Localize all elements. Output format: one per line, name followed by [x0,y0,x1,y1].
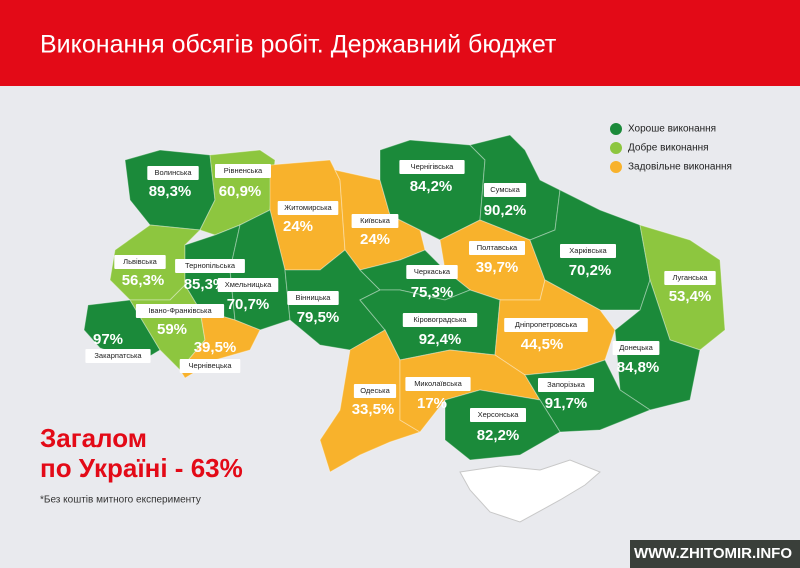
region-name: Сумська [490,185,520,194]
watermark-bg [630,540,800,568]
region-label-box [483,183,527,197]
region-name: Львівська [123,257,157,266]
region-value: 33,5% [352,401,395,418]
legend: Хороше виконання Добре виконання Задовільн… [610,123,732,173]
region-label-box [353,384,397,398]
total-line2: по Україні - 63% [40,453,243,483]
region-value: 85,3% [184,276,227,293]
legend-label: Хороше виконання [628,124,716,135]
region-label-box [217,278,279,292]
region-shape [444,389,561,461]
region-value: 70,7% [227,296,270,313]
map: Волинська 89,3% Рівненська 60,9% Житомирська… [83,134,726,523]
region-label-box [402,313,478,327]
region-name: Житомирська [284,203,332,212]
region-value: 53,4% [669,288,712,305]
region-value: 39,5% [194,339,237,356]
region-name: Чернівецька [188,361,232,370]
footnote: *Без коштів митного експерименту [40,495,201,506]
region-label-box [406,265,458,279]
region-label-box [179,359,241,373]
title: Виконання обсягів робіт. Державний бюдже… [40,31,557,59]
region-name: Рівненська [224,166,263,175]
region-label-box [277,201,339,215]
region-label-box [469,241,525,255]
region-value: 39,7% [476,259,519,276]
crimea [459,459,601,523]
region-label-box [135,304,225,318]
region-name: Кіровоградська [413,315,467,324]
region-value: 84,2% [410,178,453,195]
region-value: 97% [93,331,123,348]
region-label-box [405,377,471,391]
region-label-box [147,166,199,180]
region-name: Тернопільська [185,261,236,270]
header-band [0,0,800,86]
region-name: Київська [360,216,391,225]
region-name: Вінницька [296,293,332,302]
region-value: 56,3% [122,272,165,289]
region-name: Волинська [155,168,193,177]
region-label-box [612,341,660,355]
region-label-box [114,255,166,269]
region-name: Одеська [360,386,390,395]
region-label-box [85,349,151,363]
region-label-box [287,291,339,305]
region-name: Дніпропетровська [515,320,578,329]
region-label-box [664,271,716,285]
legend-label: Задовільне виконання [628,162,732,173]
region-label-box [538,378,594,392]
legend-swatch [610,161,622,173]
region-label-box [470,408,526,422]
region-value: 17% [417,395,447,412]
region-label-box [351,214,399,228]
region-value: 60,9% [219,183,262,200]
region-label-box [175,259,245,273]
region-label-box [560,244,616,258]
region-value: 82,2% [477,427,520,444]
legend-swatch [610,142,622,154]
region-value: 90,2% [484,202,527,219]
region-shape [319,329,422,473]
region-label-box [215,164,271,178]
total-line1: Загалом [40,423,147,453]
region-value: 24% [360,231,390,248]
region-name: Луганська [673,273,709,282]
region-name: Запорізька [547,380,586,389]
region-name: Черкаська [414,267,451,276]
region-label-box [504,318,588,332]
region-name: Донецька [619,343,653,352]
region-value: 59% [157,321,187,338]
region-value: 84,8% [617,359,660,376]
region-value: 70,2% [569,262,612,279]
region-value: 24% [283,218,313,235]
region-name: Хмельницька [225,280,272,289]
legend-label: Добре виконання [628,142,709,154]
region-name: Полтавська [477,243,518,252]
legend-swatch [610,123,622,135]
region-name: Чернігівська [411,162,455,171]
region-name: Миколаївська [414,379,462,388]
watermark: WWW.ZHITOMIR.INFO [634,545,792,562]
region-value: 89,3% [149,183,192,200]
region-name: Закарпатська [94,351,142,360]
region-name: Івано-Франківська [148,306,212,315]
region-name: Харківська [569,246,607,255]
region-label-box [399,160,465,174]
region-name: Херсонська [478,410,520,419]
region-value: 75,3% [411,284,454,301]
region-value: 44,5% [521,336,564,353]
region-value: 79,5% [297,309,340,326]
region-value: 92,4% [419,331,462,348]
region-value: 91,7% [545,395,588,412]
